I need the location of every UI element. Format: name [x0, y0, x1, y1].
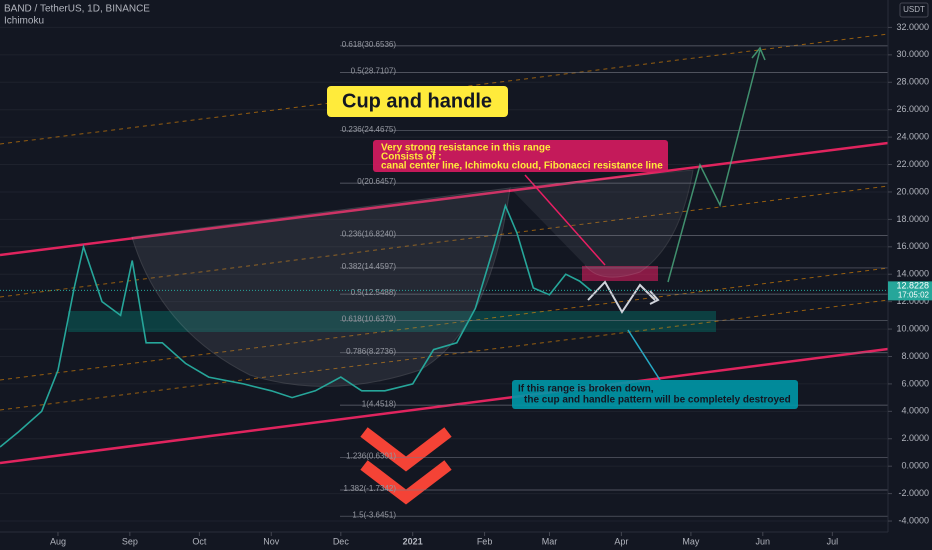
x-tick-label: Sep — [122, 536, 138, 546]
fib-label: 0(20.6457) — [357, 177, 396, 186]
indicator-name: Ichimoku — [4, 16, 44, 27]
pattern-box — [327, 86, 508, 117]
y-tick-label: 26.0000 — [896, 104, 929, 114]
y-tick-label: 14.0000 — [896, 269, 929, 279]
fib-label: 1.382(-1.7342) — [344, 484, 397, 493]
y-tick-label: 30.0000 — [896, 49, 929, 59]
y-tick-label: 12.0000 — [896, 296, 929, 306]
fib-label: 0.236(16.8240) — [342, 230, 397, 239]
support-zone — [68, 311, 716, 332]
resistance-box — [373, 140, 668, 172]
fib-label: 0.5(12.5488) — [351, 288, 397, 297]
y-tick-label: 0.0000 — [901, 461, 929, 471]
fib-label: 1.5(-3.6451) — [352, 510, 396, 519]
x-tick-label: May — [682, 536, 700, 546]
resistance-note: Consists of : — [381, 152, 442, 163]
y-tick-label: 6.0000 — [901, 378, 929, 388]
handle-outline — [509, 169, 694, 278]
resistance-zone — [582, 266, 658, 281]
fib-label: 1.236(0.6301) — [346, 452, 396, 461]
countdown: 17:05:02 — [898, 290, 930, 299]
x-tick-label: Nov — [263, 536, 280, 546]
y-tick-label: 10.0000 — [896, 323, 929, 333]
x-tick-label: Oct — [192, 536, 207, 546]
down-chevrons — [360, 427, 452, 505]
fib-label: 0.236(24.4675) — [342, 125, 397, 134]
support-note: If this range is broken down, — [518, 384, 654, 395]
y-tick-label: -2.0000 — [898, 488, 929, 498]
x-tick-label: Mar — [542, 536, 558, 546]
target-path — [667, 46, 766, 283]
pointer-resistance — [524, 174, 606, 266]
pattern-title: Cup and handle — [342, 90, 492, 112]
support-box — [512, 380, 798, 409]
symbol-title: BAND / TetherUS, 1D, BINANCE — [4, 4, 150, 15]
currency[interactable]: USDT — [903, 5, 925, 14]
y-tick-label: 24.0000 — [896, 131, 929, 141]
y-tick-label: 22.0000 — [896, 159, 929, 169]
price-axis — [888, 0, 932, 550]
last-price-tag — [888, 281, 932, 301]
fib-label: 0.618(10.6379) — [342, 314, 397, 323]
drawings — [0, 26, 889, 522]
y-tick-label: 28.0000 — [896, 77, 929, 87]
channel-bottom — [0, 347, 889, 465]
fib-label: 0.5(28.7107) — [351, 67, 397, 76]
y-tick-label: 32.0000 — [896, 22, 929, 32]
x-tick-label: 2021 — [403, 536, 423, 546]
x-tick-label: Aug — [50, 536, 66, 546]
x-tick-label: Jun — [756, 536, 771, 546]
currency-button[interactable] — [899, 2, 929, 18]
y-tick-label: 2.0000 — [901, 433, 929, 443]
y-tick-label: 20.0000 — [896, 186, 929, 196]
fib-label: 0.382(14.4597) — [342, 262, 397, 271]
pointer-support — [627, 329, 661, 381]
x-tick-label: Apr — [614, 536, 628, 546]
y-tick-label: 8.0000 — [901, 351, 929, 361]
x-tick-label: Jul — [827, 536, 839, 546]
fib-label: 0.786(8.2736) — [346, 347, 396, 356]
price-line — [0, 203, 592, 448]
resistance-note: canal center line, Ichimoku cloud, Fibon… — [381, 161, 663, 172]
y-tick-label: 4.0000 — [901, 406, 929, 416]
x-tick-label: Dec — [333, 536, 350, 546]
channel-top — [0, 141, 889, 257]
cup-outline — [131, 187, 511, 387]
fib-label: 0.618(30.6536) — [342, 40, 397, 49]
y-tick-label: -4.0000 — [898, 515, 929, 525]
x-tick-label: Feb — [477, 536, 493, 546]
support-note: the cup and handle pattern will be compl… — [524, 395, 791, 406]
y-tick-label: 18.0000 — [896, 214, 929, 224]
fib-label: 1(4.4518) — [362, 399, 397, 408]
resistance-note: Very strong resistance in this range — [381, 143, 551, 154]
last-price-label: 12.8228 — [896, 281, 929, 291]
y-tick-label: 16.0000 — [896, 241, 929, 251]
